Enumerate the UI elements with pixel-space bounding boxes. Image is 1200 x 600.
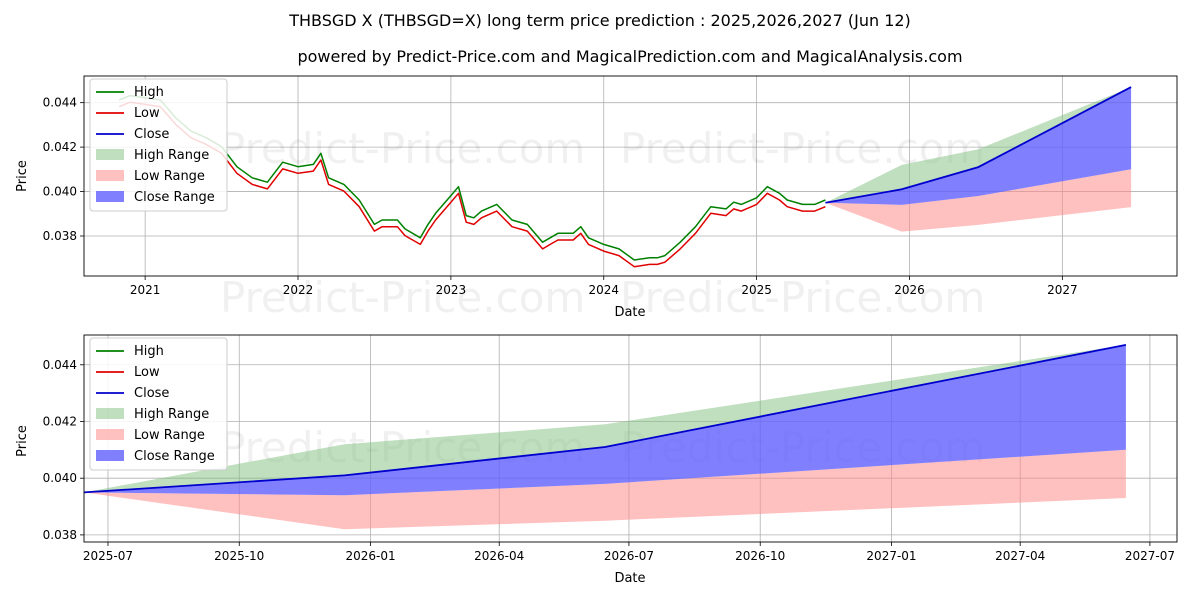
legend-label: Low Range (134, 428, 205, 443)
y-tick-label: 0.042 (43, 414, 77, 428)
low-series-line (118, 101, 826, 268)
low-range-area (84, 449, 1126, 530)
axes-frame (83, 75, 1178, 277)
y-tick-label: 0.038 (43, 229, 77, 243)
low_range-legend-swatch (96, 429, 124, 440)
x-tick-label: 2026-07 (604, 549, 654, 563)
close-range-area (84, 344, 1126, 496)
legend-label: High Range (134, 148, 209, 163)
high-series-line (118, 94, 826, 261)
y-tick-label: 0.044 (43, 358, 77, 372)
low_range-legend-swatch (96, 170, 124, 181)
y-tick-label: 0.040 (43, 471, 77, 485)
high-range-area (825, 87, 1132, 203)
legend-label: Close Range (134, 190, 215, 205)
x-tick-label: 2027-01 (866, 549, 916, 563)
x-tick-label: 2025-07 (83, 549, 133, 563)
y-tick-label: 0.042 (43, 140, 77, 154)
legend-label: Low Range (134, 169, 205, 184)
x-axis-label: Date (614, 571, 645, 586)
price-history-panel: Predict-Price.com Predict-Price.com Pred… (15, 75, 1178, 322)
close-series-line (825, 86, 1132, 204)
y-tick-label: 0.044 (43, 96, 77, 110)
legend-label: Low (134, 365, 160, 380)
axes: 2021 2022 2023 2024 2025 2026 2027 0.038 0.040 0.… (43, 75, 1178, 297)
y-tick-label: 0.038 (43, 528, 77, 542)
y-axis-label: Price (15, 160, 30, 192)
axes: 2025-07 2025-10 2026-01 2026-04 2026-07 2026-… (43, 334, 1178, 563)
chart-subtitle: powered by Predict-Price.com and Magical… (297, 47, 962, 66)
legend-box (89, 337, 228, 471)
y-tick-label: 0.040 (43, 185, 77, 199)
close-series-line (83, 344, 1127, 494)
x-tick-label: 2027 (1047, 283, 1078, 297)
x-tick-label: 2026-01 (345, 549, 395, 563)
y-axis-label: Price (15, 425, 30, 457)
plot-area (118, 86, 1132, 268)
legend-label: High (134, 85, 164, 100)
high_range-legend-swatch (96, 149, 124, 160)
high_range-legend-swatch (96, 408, 124, 419)
x-tick-label: 2027-04 (995, 549, 1045, 563)
chart-title: THBSGD X (THBSGD=X) long term price pred… (288, 11, 911, 30)
legend-label: High (134, 344, 164, 359)
legend-box (89, 78, 228, 212)
x-tick-label: 2024 (588, 283, 619, 297)
legend-label: Close (134, 127, 169, 142)
x-tick-label: 2026-10 (735, 549, 785, 563)
watermarks: Predict-Price.com Predict-Price.com Pred… (220, 124, 985, 322)
watermark: Predict-Price.com (620, 273, 985, 322)
legend: High Low Close High Range Low Range Close Ran… (89, 78, 228, 212)
x-tick-label: 2027-07 (1125, 549, 1175, 563)
x-tick-label: 2021 (130, 283, 161, 297)
close-range-area (825, 87, 1132, 205)
forecast-panel: Predict-Price.com Predict-Price.com 2025… (15, 334, 1178, 586)
x-tick-label: 2026-04 (474, 549, 524, 563)
axes-frame (83, 334, 1178, 543)
legend: High Low Close High Range Low Range Close Ran… (89, 337, 228, 471)
watermark: Predict-Price.com (220, 273, 585, 322)
close_range-legend-swatch (96, 450, 124, 461)
legend-label: Low (134, 106, 160, 121)
low-range-area (825, 169, 1132, 232)
legend-label: Close (134, 386, 169, 401)
x-axis-label: Date (614, 305, 645, 320)
x-tick-label: 2025-10 (214, 549, 264, 563)
watermark: Predict-Price.com (220, 124, 585, 173)
high-range-area (84, 344, 1126, 493)
plot-area (83, 344, 1127, 530)
legend-label: High Range (134, 407, 209, 422)
x-tick-label: 2023 (436, 283, 467, 297)
x-tick-label: 2022 (283, 283, 314, 297)
close_range-legend-swatch (96, 191, 124, 202)
x-tick-label: 2026 (894, 283, 925, 297)
x-tick-label: 2025 (741, 283, 772, 297)
legend-label: Close Range (134, 449, 215, 464)
